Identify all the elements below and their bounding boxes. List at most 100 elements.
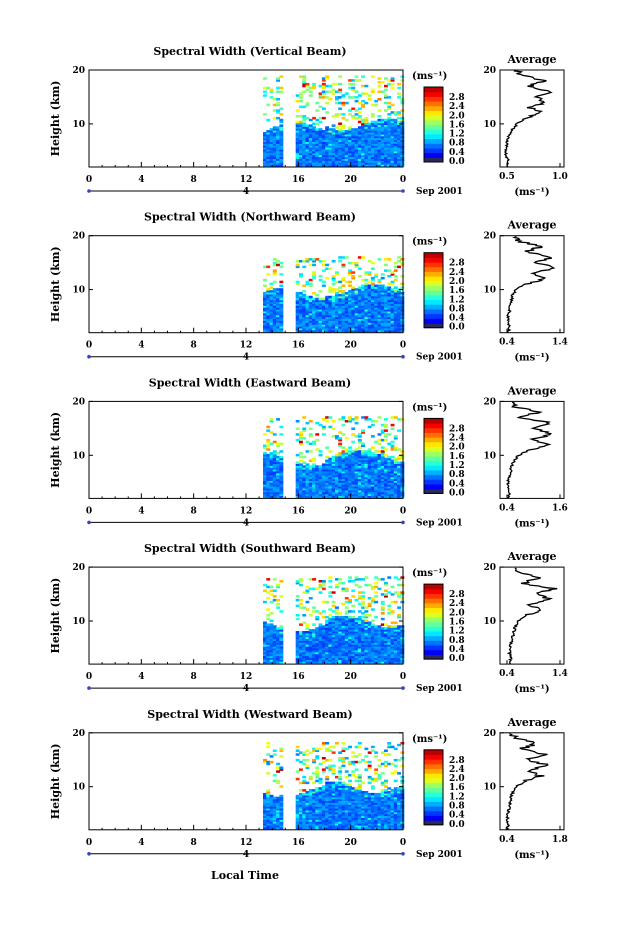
heatmap-cell: [357, 143, 362, 146]
heatmap-cell: [338, 581, 343, 585]
heatmap-cell: [295, 802, 300, 805]
heatmap-cell: [390, 495, 395, 498]
heatmap-cell: [321, 806, 326, 809]
heatmap-cell: [341, 461, 346, 464]
heatmap-cell: [328, 819, 333, 822]
heatmap-cell: [318, 647, 323, 651]
heatmap-cell: [390, 292, 395, 295]
heatmap-cell: [351, 491, 356, 495]
heatmap-cell: [364, 478, 369, 481]
heatmap-cell: [393, 148, 398, 152]
heatmap-cell: [354, 457, 359, 461]
heatmap-cell: [370, 267, 375, 270]
heatmap-cell: [266, 597, 271, 600]
heatmap-cell: [335, 646, 339, 649]
heatmap-cell: [348, 293, 352, 297]
heatmap-cell: [361, 84, 365, 88]
heatmap-cell: [302, 651, 307, 655]
heatmap-cell: [361, 120, 365, 124]
heatmap-cell: [305, 139, 310, 142]
heatmap-cell: [344, 160, 349, 163]
heatmap-cell: [357, 638, 362, 641]
heatmap-cell: [312, 156, 316, 159]
heatmap-cell: [367, 495, 372, 498]
heatmap-cell: [393, 476, 398, 480]
heatmap-cell: [370, 452, 375, 455]
heatmap-cell: [387, 433, 392, 436]
heatmap-cell: [387, 122, 392, 125]
heatmap-cell: [393, 118, 398, 122]
heatmap-cell: [269, 796, 274, 800]
heatmap-cell: [344, 297, 349, 301]
heatmap-cell: [295, 581, 300, 585]
heatmap-cell: [351, 474, 356, 478]
heatmap-cell: [276, 79, 280, 82]
heatmap-cell: [279, 145, 284, 148]
heatmap-cell: [315, 757, 320, 760]
heatmap-cell: [305, 659, 310, 662]
heatmap-cell: [377, 284, 382, 287]
heatmap-cell: [325, 632, 330, 636]
heatmap-cell: [312, 469, 316, 472]
heatmap-cell: [384, 448, 388, 451]
heatmap-cell: [380, 326, 385, 329]
heatmap-cell: [361, 606, 365, 609]
heatmap-cell: [400, 135, 405, 139]
heatmap-cell: [328, 781, 333, 785]
heatmap-cell: [335, 612, 339, 615]
heatmap-cell: [308, 647, 313, 651]
heatmap-cell: [370, 314, 375, 318]
heatmap-cell: [305, 130, 310, 133]
heatmap-cell: [335, 651, 339, 655]
heatmap-cell: [266, 158, 271, 161]
heatmap-cell: [393, 638, 398, 641]
heatmap-cell: [341, 493, 346, 496]
heatmap-cell: [279, 811, 284, 815]
heatmap-cell: [400, 132, 405, 135]
heatmap-cell: [331, 632, 336, 636]
heatmap-cell: [315, 774, 320, 777]
heatmap-cell: [370, 326, 375, 329]
heatmap-cell: [361, 160, 365, 163]
heatmap-cell: [302, 811, 307, 815]
heatmap-cell: [344, 649, 349, 653]
heatmap-cell: [331, 467, 336, 470]
heatmap-cell: [377, 301, 382, 304]
heatmap-cell: [357, 299, 362, 303]
heatmap-cell: [299, 644, 303, 647]
heatmap-cell: [354, 292, 359, 295]
heatmap-cell: [390, 634, 395, 638]
heatmap-cell: [351, 661, 356, 664]
heatmap-cell: [387, 636, 392, 640]
heatmap-cell: [266, 651, 271, 655]
heatmap-cell: [400, 297, 405, 301]
heatmap-cell: [387, 101, 392, 105]
heatmap-cell: [380, 480, 385, 483]
heatmap-cell: [338, 148, 343, 152]
colorbar-tick-label: 0.8: [449, 470, 465, 480]
heatmap-cell: [276, 762, 280, 766]
heatmap-cell: [321, 418, 326, 421]
heatmap-cell: [384, 631, 388, 634]
heatmap-cell: [377, 84, 382, 88]
heatmap-cell: [357, 452, 362, 455]
heatmap-cell: [295, 472, 300, 476]
heatmap-cell: [390, 152, 395, 156]
heatmap-cell: [269, 290, 274, 293]
heatmap-cell: [331, 92, 336, 95]
heatmap-cell: [374, 472, 379, 476]
heatmap-cell: [269, 327, 274, 331]
heatmap-cell: [272, 802, 277, 805]
heatmap-cell: [325, 785, 330, 788]
heatmap-cell: [374, 459, 379, 463]
heatmap-cell: [338, 634, 343, 638]
heatmap-cell: [380, 634, 385, 638]
heatmap-cell: [390, 271, 395, 274]
heatmap-cell: [387, 455, 392, 459]
y-axis-label: Height (km): [49, 81, 62, 157]
heatmap-cell: [312, 133, 316, 137]
heatmap-cell: [266, 292, 271, 295]
heatmap-cell: [357, 107, 362, 110]
heatmap-cell: [299, 128, 303, 131]
panel-title: Spectral Width (Northward Beam): [144, 211, 356, 224]
